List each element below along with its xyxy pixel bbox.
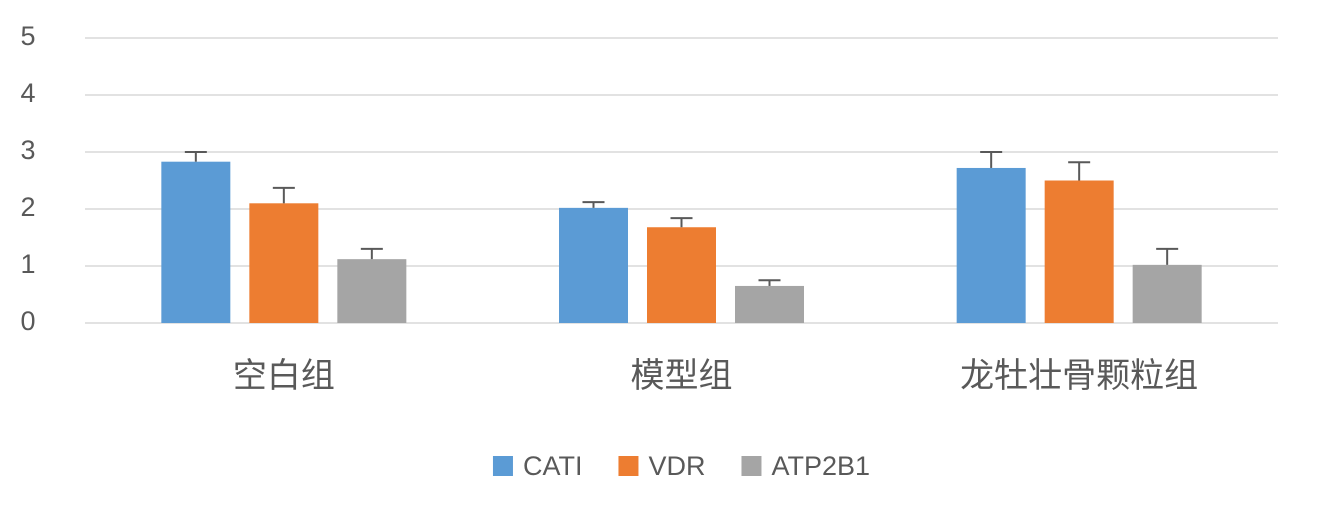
error-bar [272, 186, 295, 204]
bar [735, 285, 804, 323]
legend-label: VDR [648, 451, 705, 481]
error-bar [1156, 247, 1179, 265]
error-bar [1068, 161, 1091, 181]
legend-label: ATP2B1 [771, 451, 870, 481]
bar [956, 167, 1026, 323]
error-bar [758, 279, 781, 286]
legend-item: CATI [492, 451, 583, 481]
x-tick-label: 龙牡壮骨颗粒组 [960, 356, 1198, 396]
error-bar [582, 201, 605, 208]
bar [1044, 180, 1114, 323]
legend-swatch [618, 456, 639, 476]
bar [161, 161, 231, 323]
y-tick-label: 2 [20, 192, 35, 222]
bar [249, 203, 319, 323]
legend-item: VDR [618, 451, 705, 481]
y-tick-label: 1 [20, 249, 35, 279]
legend-swatch [492, 456, 513, 476]
error-bar [184, 151, 207, 162]
y-tick-label: 4 [20, 78, 35, 108]
error-bar [670, 217, 693, 228]
error-bar [980, 151, 1003, 168]
y-tick-label: 5 [20, 21, 35, 51]
bar [337, 259, 407, 323]
bar [1132, 264, 1202, 323]
error-bar [360, 247, 383, 260]
x-tick-label: 空白组 [233, 356, 335, 396]
legend-label: CATI [523, 451, 583, 481]
y-tick-label: 0 [20, 306, 35, 336]
legend-item: ATP2B1 [741, 451, 870, 481]
legend-swatch [741, 456, 762, 476]
bar [559, 207, 628, 323]
bar [647, 227, 716, 323]
x-tick-label: 模型组 [631, 356, 733, 396]
y-tick-label: 3 [20, 135, 35, 165]
